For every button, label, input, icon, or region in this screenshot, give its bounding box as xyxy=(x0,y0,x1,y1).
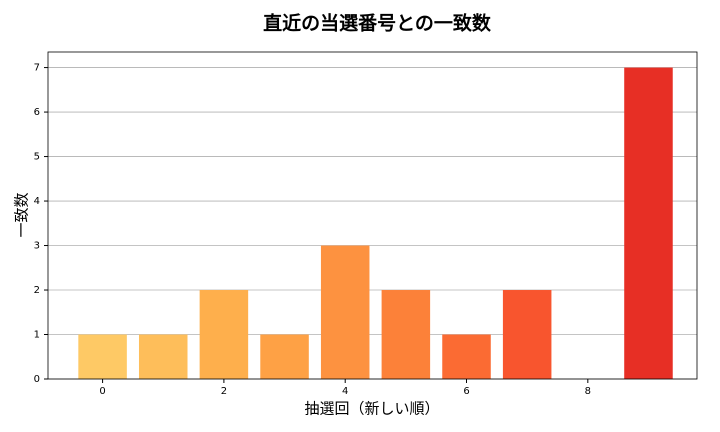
chart-title: 直近の当選番号との一致数 xyxy=(263,12,492,35)
y-tick-label: 7 xyxy=(34,63,40,74)
y-tick-label: 3 xyxy=(34,241,40,252)
y-tick-label: 0 xyxy=(34,374,40,385)
bar xyxy=(381,290,431,379)
bar xyxy=(502,290,552,379)
x-tick-label: 0 xyxy=(99,386,105,397)
y-tick-label: 4 xyxy=(34,196,40,207)
bar xyxy=(624,67,673,380)
y-tick-label: 6 xyxy=(34,107,40,118)
y-tick-label: 2 xyxy=(34,285,40,296)
plot-frame xyxy=(47,51,698,380)
x-tick-label: 6 xyxy=(463,386,469,397)
bar xyxy=(78,334,127,379)
x-tick-label: 8 xyxy=(585,386,591,397)
bar xyxy=(442,334,491,379)
y-tick-label: 5 xyxy=(34,152,40,163)
bar xyxy=(260,334,309,379)
bar xyxy=(199,290,249,379)
y-axis-label: 一致数 xyxy=(13,192,31,237)
bar xyxy=(138,334,188,379)
x-tick-label: 2 xyxy=(221,386,227,397)
x-tick-label: 4 xyxy=(342,386,348,397)
y-tick-label: 1 xyxy=(34,330,40,341)
bar xyxy=(320,245,370,379)
x-axis-label: 抽選回（新しい順） xyxy=(304,400,439,418)
